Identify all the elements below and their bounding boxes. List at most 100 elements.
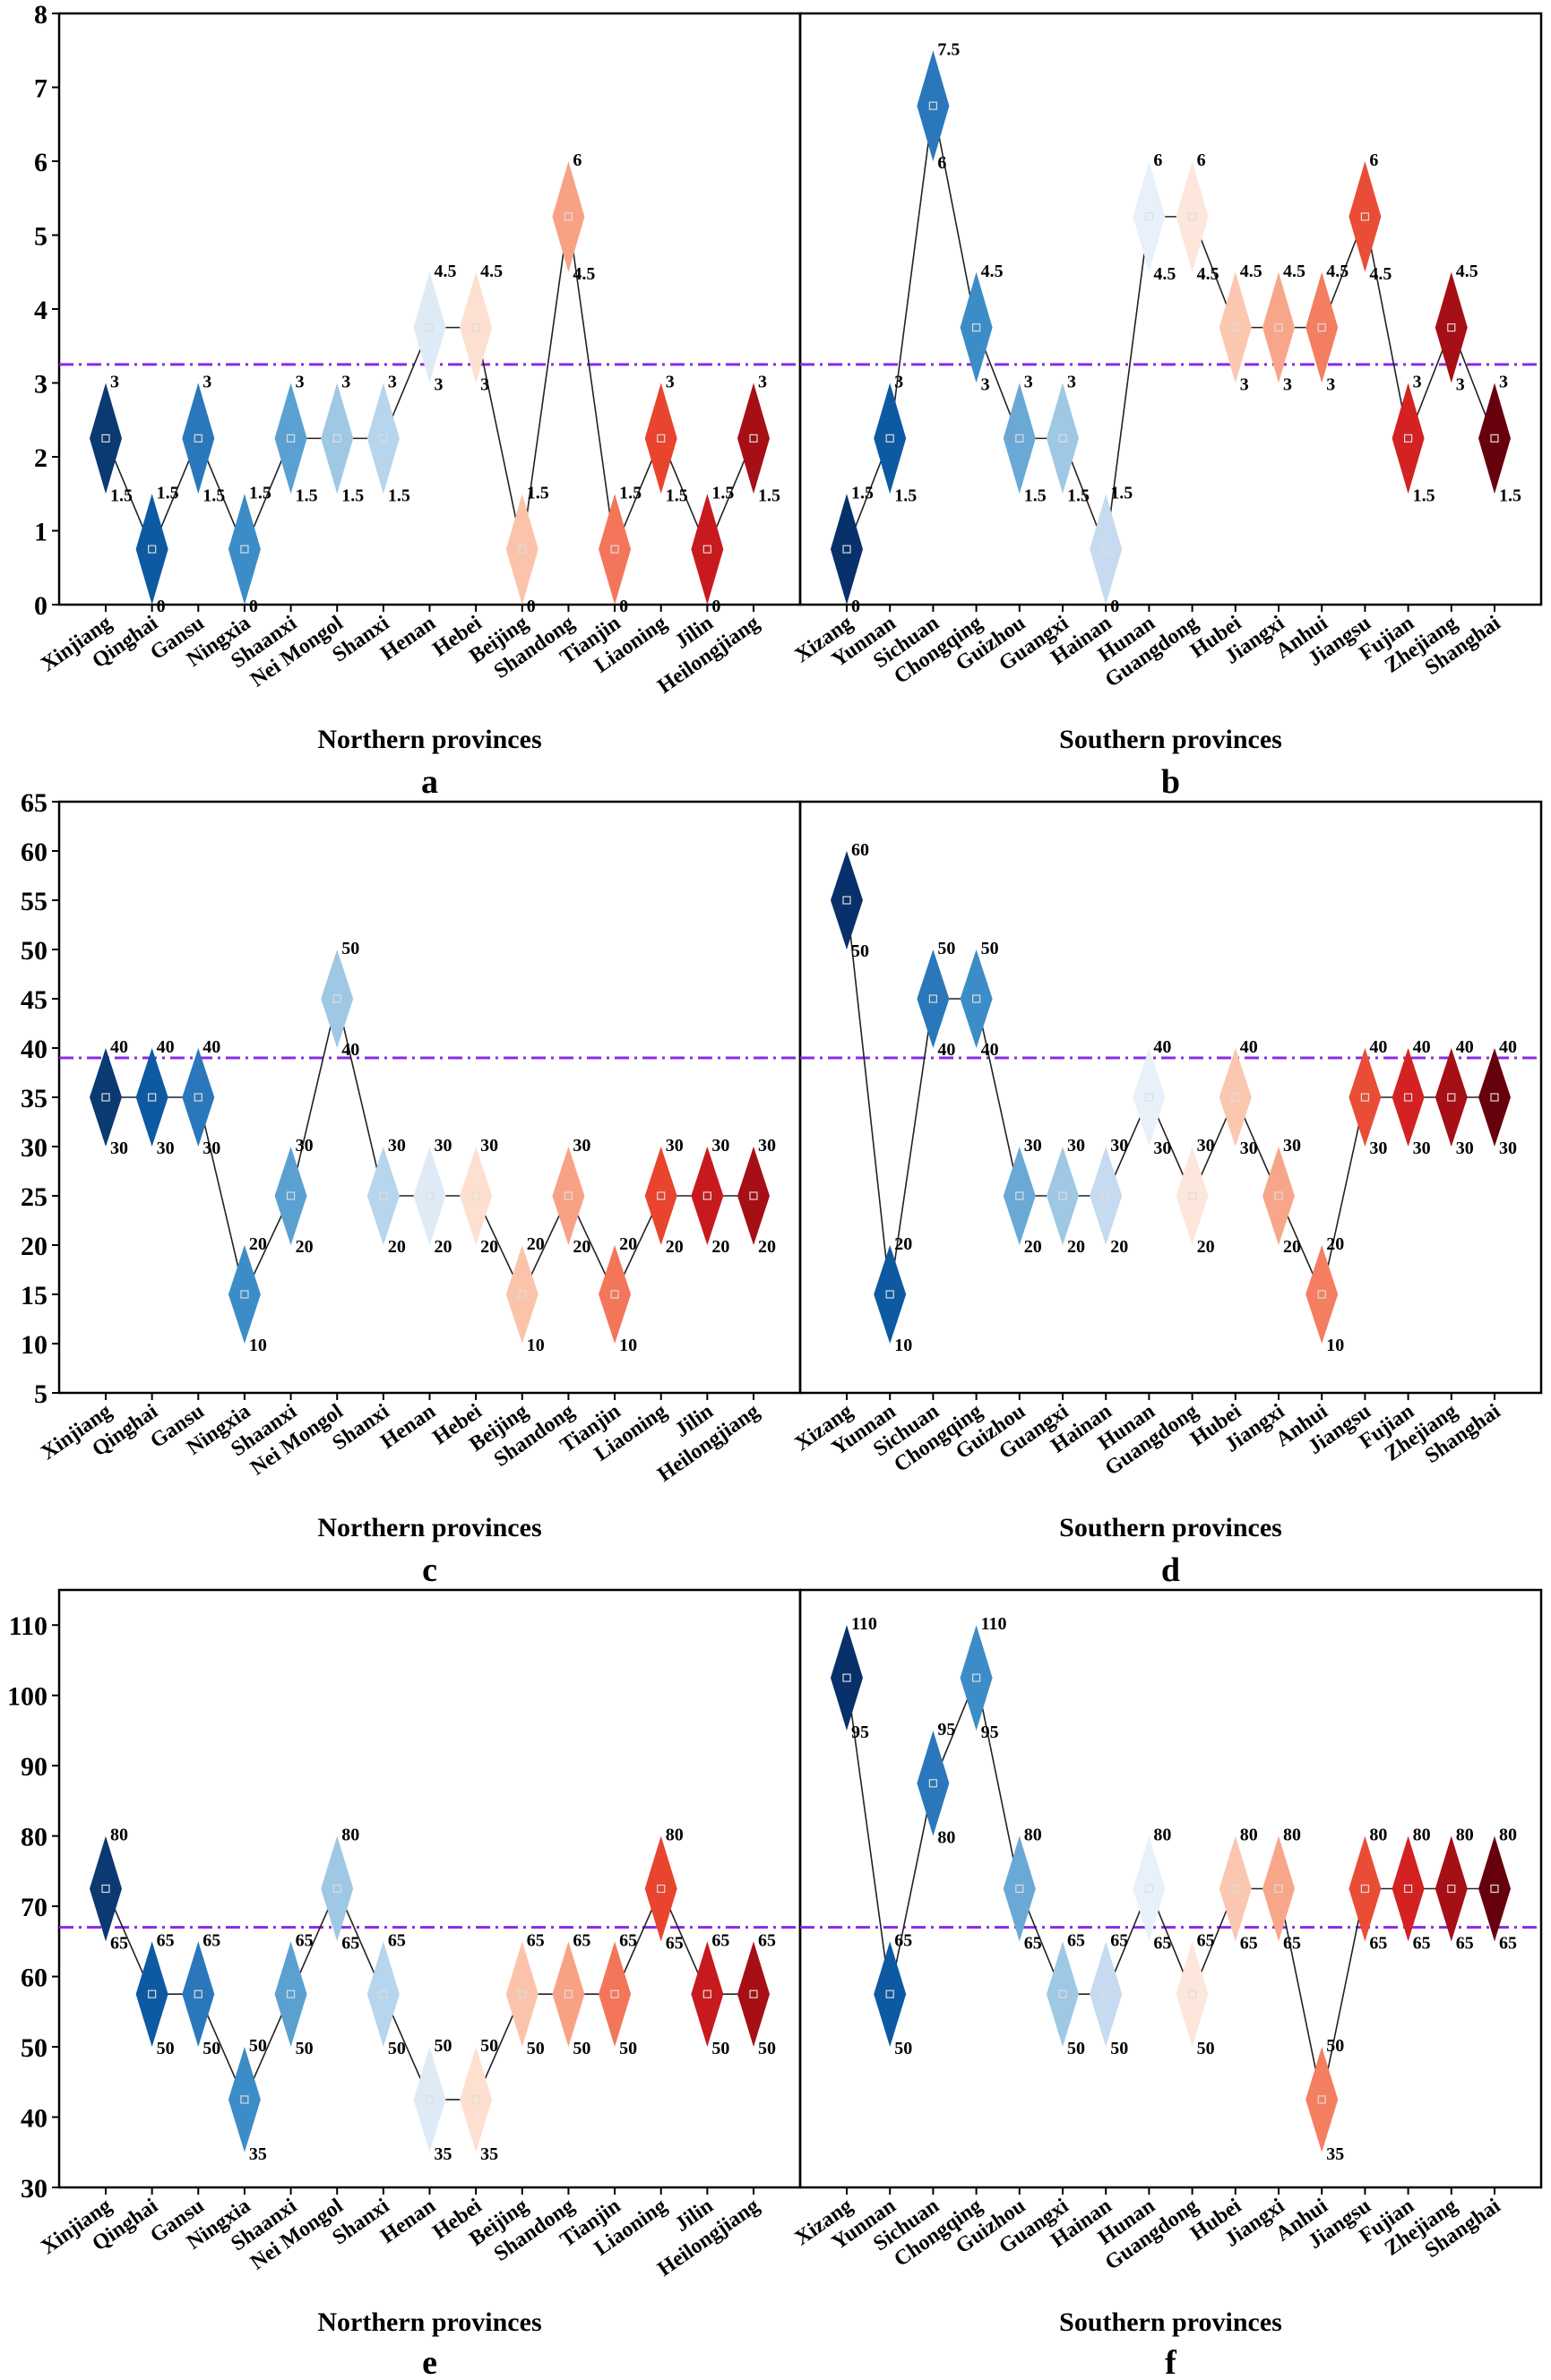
panel-e-ytick-label: 50 — [21, 2033, 47, 2063]
panel-a-diamond-12 — [644, 382, 677, 494]
panel-b-diamond-13 — [1392, 382, 1425, 494]
panel-a-diamond-0 — [90, 382, 122, 494]
panel-d-low-label-12: 30 — [1369, 1138, 1387, 1158]
panel-b-low-label-15: 1.5 — [1499, 485, 1521, 505]
panel-d-letter: d — [1161, 1551, 1180, 1589]
panel-d-diamond-8 — [1176, 1147, 1209, 1245]
panel-c-ytick-label: 25 — [21, 1182, 47, 1212]
panel-d-mid-marker-7 — [1144, 1093, 1154, 1102]
panel-e-category-label: Henan — [376, 2195, 440, 2248]
panel-e-high-label-8: 50 — [480, 2036, 498, 2056]
panel-f-diamond-1 — [874, 1941, 907, 2048]
panel-e-diamond-12 — [644, 1835, 677, 1942]
panel-d-diamond-7 — [1133, 1048, 1166, 1147]
panel-a-mid-marker-9 — [518, 545, 527, 554]
panel-e-high-label-4: 65 — [296, 1930, 314, 1950]
panel-a-ytick-label: 8 — [34, 0, 47, 30]
panel-a-low-label-14: 1.5 — [758, 485, 780, 505]
panel-d-low-label-8: 20 — [1197, 1237, 1215, 1257]
panel-f-mid-marker-1 — [885, 1989, 894, 1998]
panel-a-letter: a — [421, 763, 438, 801]
panel-c-ytick-label: 65 — [21, 788, 47, 818]
panel-f-diamond-8 — [1176, 1941, 1209, 2048]
panel-b-diamond-12 — [1349, 161, 1382, 272]
panel-a-high-label-10: 6 — [573, 150, 582, 170]
panel-e-diamond-10 — [552, 1941, 585, 2048]
panel-f-low-label-15: 65 — [1499, 1933, 1517, 1953]
panel-c-mid-marker-2 — [194, 1093, 202, 1102]
panel-a-mid-marker-5 — [332, 434, 341, 442]
panel-e-diamond-1 — [135, 1941, 168, 2048]
panel-f-diamond-7 — [1133, 1835, 1166, 1942]
panel-f-high-label-12: 80 — [1369, 1826, 1387, 1845]
panel-f-mid-marker-6 — [1101, 1989, 1110, 1998]
panel-f-mid-marker-14 — [1447, 1884, 1456, 1894]
panel-b-high-label-4: 3 — [1024, 373, 1033, 392]
panel-f-high-label-10: 80 — [1283, 1826, 1301, 1845]
panel-f-high-label-4: 80 — [1024, 1826, 1042, 1845]
panel-e-low-label-13: 50 — [711, 2039, 729, 2058]
panel-c-high-label-11: 20 — [619, 1234, 637, 1254]
panel-f-mid-marker-13 — [1403, 1884, 1413, 1894]
panel-a-ytick-label: 0 — [34, 591, 47, 621]
panel-c-mid-marker-3 — [240, 1290, 249, 1299]
panel-f-low-label-0: 95 — [851, 1723, 869, 1742]
panel-a-high-label-11: 1.5 — [619, 483, 642, 503]
panel-d-diamond-15 — [1478, 1048, 1511, 1147]
panel-f-mid-marker-2 — [928, 1779, 938, 1788]
panel-b-diamond-4 — [1003, 382, 1036, 494]
panel-a-low-label-10: 4.5 — [573, 264, 595, 284]
panel-b-high-label-14: 4.5 — [1456, 262, 1478, 281]
panel-b-high-label-2: 7.5 — [937, 39, 960, 59]
panel-d-diamond-2 — [917, 949, 950, 1048]
panel-e-ytick-label: 60 — [21, 1963, 47, 1993]
panel-d-mid-marker-9 — [1231, 1093, 1240, 1102]
panel-d-mid-marker-10 — [1274, 1191, 1283, 1200]
panel-c-ytick-label: 35 — [21, 1084, 47, 1113]
panel-e-diamond-14 — [737, 1941, 770, 2048]
panel-b-high-label-5: 3 — [1067, 373, 1076, 392]
panel-d-mid-marker-4 — [1015, 1191, 1024, 1200]
panel-c-diamond-10 — [552, 1147, 585, 1245]
panel-f-low-label-12: 65 — [1369, 1933, 1387, 1953]
panel-c-diamond-0 — [90, 1048, 122, 1147]
panel-a-low-label-11: 0 — [619, 597, 628, 616]
panel-e-low-label-3: 35 — [249, 2144, 267, 2164]
panel-a-mid-marker-13 — [702, 545, 711, 554]
panel-a-high-label-4: 3 — [296, 373, 305, 392]
panel-f-low-label-9: 65 — [1240, 1933, 1258, 1953]
panel-d-high-label-12: 40 — [1369, 1037, 1387, 1057]
panel-c-ytick-label: 40 — [21, 1035, 47, 1064]
panel-f-xlabel: Southern provinces — [1059, 2307, 1282, 2337]
panel-e-high-label-1: 65 — [157, 1930, 175, 1950]
panel-f-high-label-2: 95 — [937, 1720, 955, 1740]
panel-e-mid-marker-4 — [286, 1989, 296, 1998]
panel-c-low-label-12: 20 — [666, 1237, 684, 1257]
panel-b-mid-marker-14 — [1447, 323, 1456, 332]
panel-f-diamond-10 — [1262, 1835, 1295, 1942]
panel-c-high-label-13: 30 — [711, 1136, 729, 1156]
panel-b-low-label-1: 1.5 — [894, 485, 917, 505]
panel-b-diamond-6 — [1090, 494, 1123, 605]
panel-b-xlabel: Southern provinces — [1059, 725, 1282, 754]
panel-f-low-label-7: 65 — [1153, 1933, 1171, 1953]
panel-b-mid-marker-8 — [1187, 212, 1197, 221]
panel-f-mid-marker-0 — [842, 1673, 851, 1682]
panel-b-mid-marker-0 — [842, 545, 851, 554]
panel-a-high-label-9: 1.5 — [527, 483, 549, 503]
panel-d-diamond-1 — [874, 1245, 907, 1344]
panel-a-low-label-7: 3 — [435, 375, 444, 395]
panel-e-diamond-11 — [599, 1941, 632, 2048]
panel-c-low-label-10: 20 — [573, 1237, 590, 1257]
panel-f-mid-marker-3 — [971, 1673, 981, 1682]
panel-d-diamond-10 — [1262, 1147, 1295, 1245]
panel-b-mid-marker-3 — [971, 323, 981, 332]
panel-e-low-label-11: 50 — [619, 2039, 637, 2058]
panel-b-high-label-15: 3 — [1499, 373, 1508, 392]
panel-a-mid-marker-6 — [379, 434, 388, 442]
panel-f-mid-marker-10 — [1274, 1884, 1283, 1894]
panel-d-mid-marker-12 — [1360, 1093, 1370, 1102]
panel-b-low-label-0: 0 — [851, 597, 860, 616]
panel-a-ytick-label: 6 — [34, 148, 47, 177]
panel-b-low-label-5: 1.5 — [1067, 485, 1090, 505]
